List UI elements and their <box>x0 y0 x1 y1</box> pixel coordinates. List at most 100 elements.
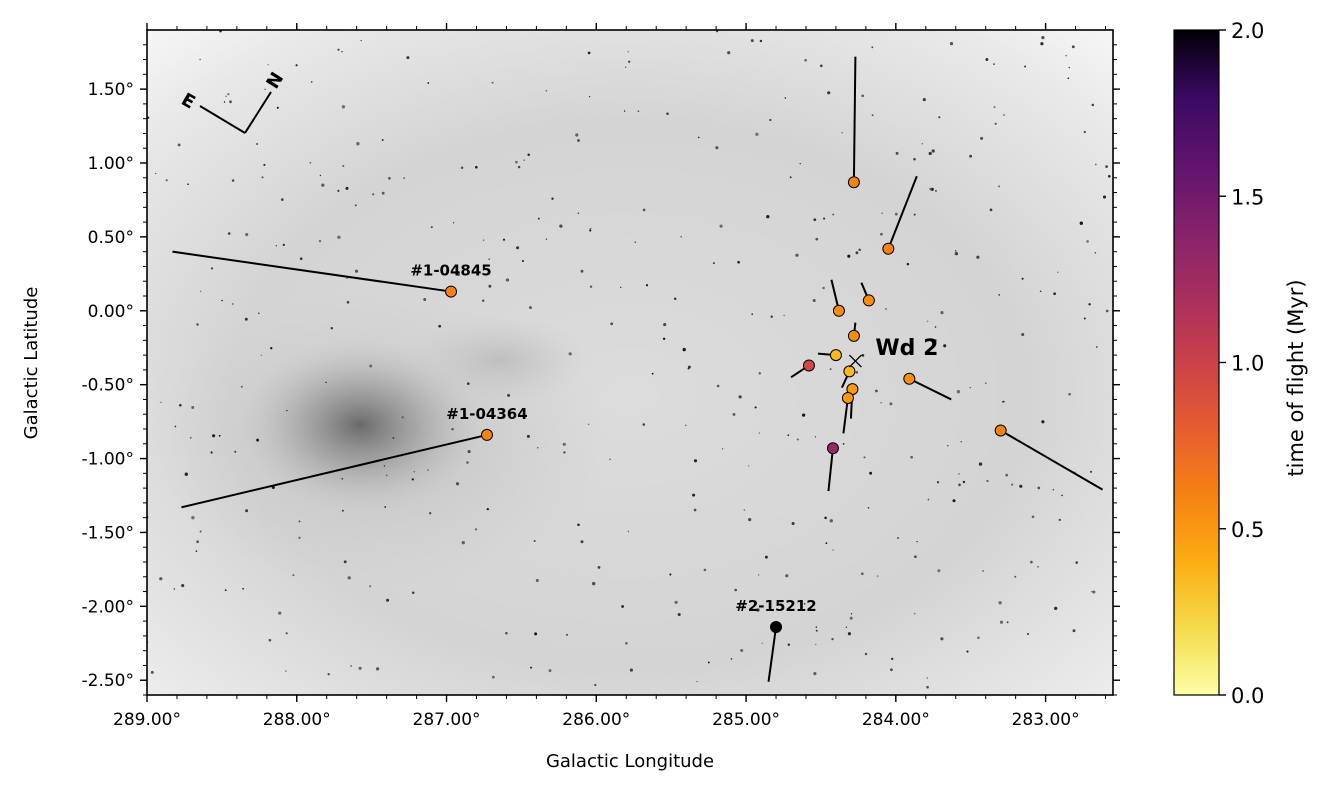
field-star <box>401 416 404 419</box>
field-star <box>977 636 980 639</box>
field-star <box>548 669 552 673</box>
field-star <box>994 122 997 125</box>
field-star <box>677 612 681 617</box>
field-star <box>952 499 956 503</box>
field-star <box>815 629 818 632</box>
field-star <box>429 512 432 515</box>
field-star <box>515 160 518 164</box>
field-star <box>791 521 795 526</box>
field-star <box>755 132 759 136</box>
field-star <box>943 344 947 348</box>
field-star <box>993 63 995 65</box>
field-star <box>337 189 340 192</box>
field-star <box>764 555 768 559</box>
star-point <box>770 621 783 634</box>
field-star <box>1065 54 1067 57</box>
field-star <box>861 354 865 357</box>
field-star <box>505 631 508 635</box>
field-star <box>341 50 343 53</box>
field-star <box>980 136 984 140</box>
x-tick-label: 283.00° <box>1012 710 1080 730</box>
field-star <box>891 657 894 661</box>
field-star <box>354 204 357 207</box>
star-point-label: #2-15212 <box>735 597 816 615</box>
trajectory-line <box>908 377 952 401</box>
field-star <box>703 568 707 572</box>
field-star <box>174 425 177 428</box>
y-tick-label: 1.00° <box>88 154 134 174</box>
field-star <box>629 668 633 672</box>
field-star <box>385 474 388 477</box>
star-point-label: #1-04364 <box>446 405 527 423</box>
field-star <box>568 352 572 356</box>
field-star <box>1068 393 1071 396</box>
field-star <box>411 591 415 595</box>
field-star <box>814 436 817 438</box>
field-star <box>1108 175 1111 178</box>
field-star <box>467 450 471 454</box>
field-star <box>482 299 485 302</box>
field-star <box>936 481 940 484</box>
field-star <box>927 498 930 501</box>
field-star <box>929 187 932 191</box>
field-star <box>507 393 511 397</box>
field-star <box>804 58 807 62</box>
field-star <box>815 626 818 628</box>
field-star <box>337 235 341 239</box>
field-star <box>346 277 348 279</box>
colorbar-gradient <box>1173 29 1220 696</box>
field-star <box>275 245 277 247</box>
field-star <box>789 176 792 179</box>
field-star <box>958 483 961 487</box>
field-star <box>642 208 646 212</box>
field-star <box>1024 65 1027 68</box>
field-star <box>1083 317 1086 320</box>
field-star <box>270 347 273 350</box>
field-star <box>740 648 744 653</box>
field-star <box>245 233 249 237</box>
field-star <box>173 588 176 590</box>
field-star <box>1086 240 1089 243</box>
field-star <box>954 252 959 256</box>
field-star <box>978 462 983 466</box>
field-star <box>356 142 360 146</box>
field-star <box>863 456 866 459</box>
field-star <box>682 347 686 352</box>
field-star <box>1075 561 1079 564</box>
field-star <box>191 516 195 520</box>
compass-east-arm <box>199 105 246 134</box>
star-point <box>862 294 875 307</box>
field-star <box>934 326 937 328</box>
field-star <box>1071 45 1075 49</box>
cluster-marker: Wd 2 <box>848 336 938 368</box>
colorbar-tick-label: 2.0 <box>1231 19 1264 43</box>
field-star <box>1019 484 1023 488</box>
field-star <box>956 390 961 394</box>
field-star <box>210 267 214 270</box>
field-star <box>282 243 285 247</box>
field-star <box>295 64 298 67</box>
field-star <box>350 665 352 667</box>
field-star <box>815 237 819 241</box>
field-star <box>327 672 330 676</box>
field-star <box>577 212 580 215</box>
field-star <box>913 612 916 615</box>
field-star <box>619 286 622 289</box>
colorbar-tick-label: 1.0 <box>1231 352 1264 376</box>
field-star <box>245 509 249 513</box>
field-star <box>823 217 826 220</box>
field-star <box>927 320 929 322</box>
y-tick-label: -2.50° <box>82 671 135 691</box>
field-star <box>381 191 385 195</box>
y-tick-label: 0.00° <box>88 302 134 322</box>
colorbar-tick-label: 0.5 <box>1231 518 1264 542</box>
field-star <box>756 608 760 612</box>
field-star <box>634 241 636 243</box>
field-star <box>384 506 387 508</box>
field-star <box>1105 165 1108 168</box>
field-star <box>589 227 592 230</box>
field-star <box>286 409 288 412</box>
star-point <box>480 428 493 441</box>
field-star <box>343 560 347 564</box>
field-star <box>819 64 823 68</box>
